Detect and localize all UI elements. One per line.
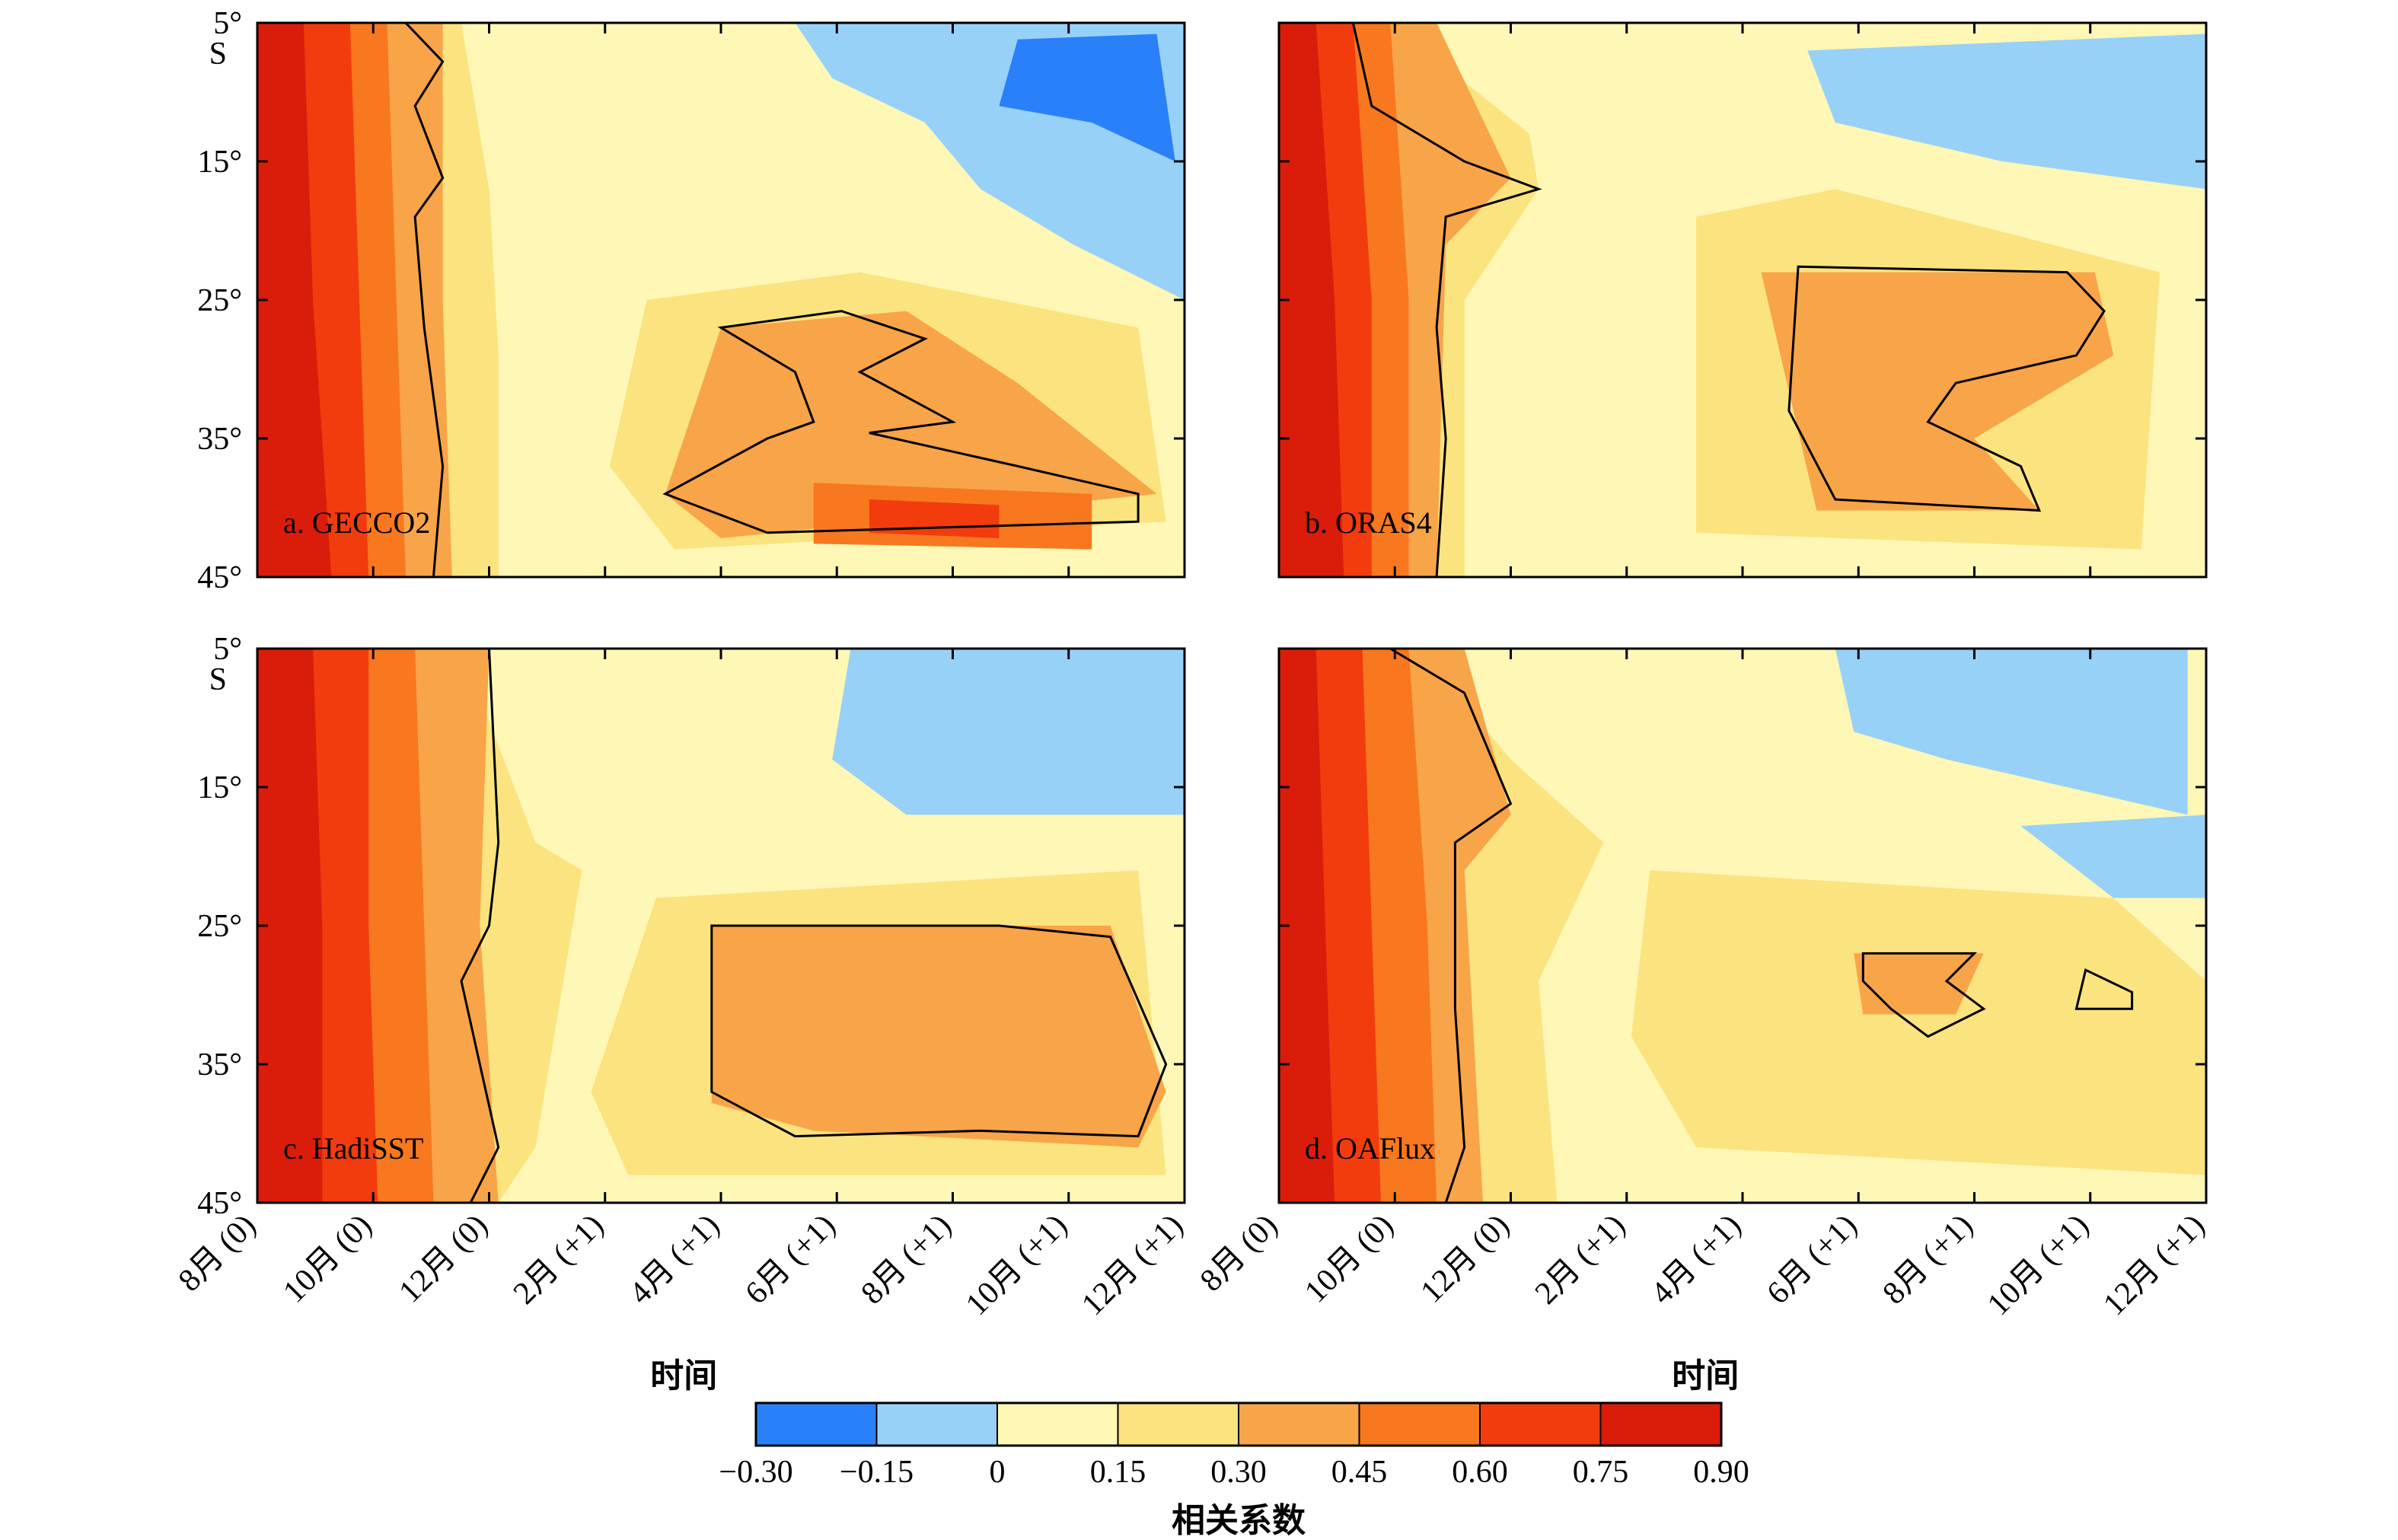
y-tick-label: 5° xyxy=(213,6,242,41)
colorbar-level: 0.15 xyxy=(1090,1455,1146,1490)
colorbar-level: 0 xyxy=(990,1455,1006,1490)
x-tick-label: 8月 (+1) xyxy=(855,1208,958,1312)
panel-label: c. HadiSST xyxy=(283,1131,423,1165)
x-tick-label: 4月 (+1) xyxy=(1644,1208,1748,1312)
colorbar-level: −0.15 xyxy=(840,1455,914,1490)
colorbar-level: 0.30 xyxy=(1210,1455,1267,1490)
x-tick-label: 6月 (+1) xyxy=(738,1208,842,1312)
colorbar-level: 0.60 xyxy=(1452,1455,1508,1490)
colorbar-swatch xyxy=(876,1403,997,1446)
field-region-9 xyxy=(869,499,1000,538)
y-tick-label: 45° xyxy=(197,1186,242,1221)
x-tick-label: 8月 (0) xyxy=(1194,1208,1284,1299)
x-axis-title: 时间 xyxy=(650,1357,717,1395)
colorbar-swatch xyxy=(997,1403,1118,1446)
x-tick-label: 8月 (0) xyxy=(172,1208,263,1299)
x-tick-label: 10月 (+1) xyxy=(1981,1208,2096,1323)
panel-label: d. OAFlux xyxy=(1305,1131,1435,1165)
colorbar-level: −0.30 xyxy=(719,1455,792,1490)
x-tick-label: 2月 (+1) xyxy=(1529,1208,1632,1312)
colorbar-level: 0.45 xyxy=(1331,1455,1388,1490)
x-tick-label: 10月 (0) xyxy=(1298,1208,1400,1310)
x-tick-label: 12月 (+1) xyxy=(2097,1208,2211,1323)
y-tick-label: 35° xyxy=(197,1047,242,1082)
field-region-3 xyxy=(1631,870,2206,1175)
panel-label: a. GECCO2 xyxy=(283,505,430,540)
colorbar-frame xyxy=(754,1401,1723,1447)
y-unit-label: S xyxy=(209,662,227,697)
colorbar: −0.30 −0.15 0 0.15 0.30 0.45 0.60 0.75 0.90 相关系数 xyxy=(719,1401,1749,1540)
x-tick-label: 10月 (0) xyxy=(276,1208,378,1310)
x-tick-label: 2月 (+1) xyxy=(507,1208,611,1312)
colorbar-label: 相关系数 xyxy=(1172,1501,1306,1540)
field-region-1 xyxy=(2020,815,2206,898)
field-region-0 xyxy=(1807,33,2206,190)
significance-contour xyxy=(2074,968,2134,1010)
significance-contour xyxy=(1389,647,1513,1204)
field-region-1 xyxy=(999,33,1175,161)
x-tick-label: 6月 (+1) xyxy=(1760,1208,1864,1312)
significance-contour xyxy=(404,21,445,578)
y-tick-label: 5° xyxy=(213,632,242,667)
field-region-4 xyxy=(1761,272,2114,511)
y-tick-label: 45° xyxy=(197,560,242,595)
x-tick-label: 4月 (+1) xyxy=(623,1208,726,1312)
field-region-5 xyxy=(1854,953,1984,1015)
colorbar-swatch xyxy=(756,1403,877,1446)
x-tick-label: 12月 (+1) xyxy=(1075,1208,1190,1323)
y-tick-label: 15° xyxy=(197,770,242,805)
panel-label: b. ORAS4 xyxy=(1305,505,1432,540)
colorbar-swatch xyxy=(1118,1403,1239,1446)
colorbar-swatch xyxy=(1600,1403,1721,1446)
y-tick-label: 35° xyxy=(197,422,242,457)
y-tick-label: 25° xyxy=(197,283,242,318)
significance-contour xyxy=(460,648,500,1204)
colorbar-level: 0.75 xyxy=(1573,1455,1629,1490)
panel-b: b. ORAS4 xyxy=(1277,21,2208,579)
colorbar-level: 0.90 xyxy=(1693,1455,1749,1490)
field-region-4 xyxy=(711,926,1166,1148)
x-tick-label: 8月 (+1) xyxy=(1877,1208,1980,1312)
field-region-8 xyxy=(1279,649,1335,1203)
field-region-7 xyxy=(257,649,323,1203)
x-axis-title: 时间 xyxy=(1672,1357,1739,1395)
field-region-0 xyxy=(1835,649,2188,815)
field-region-10 xyxy=(257,23,332,577)
colorbar-swatch xyxy=(1359,1403,1480,1446)
x-tick-label: 12月 (0) xyxy=(393,1208,495,1310)
y-tick-label: 15° xyxy=(197,145,242,180)
significance-contour xyxy=(662,310,1140,534)
significance-contour xyxy=(1861,952,1986,1038)
field-region-7 xyxy=(1279,23,1344,577)
significance-contour xyxy=(1351,22,1542,578)
significance-contour xyxy=(1787,265,2106,512)
significance-contour xyxy=(710,924,1168,1138)
colorbar-swatch xyxy=(1239,1403,1360,1446)
y-unit-label: S xyxy=(209,37,227,72)
y-tick-label: 25° xyxy=(197,909,242,944)
colorbar-swatch xyxy=(1480,1403,1601,1446)
panel-d: d. OAFlux 8月 (0) 10月 (0) 12月 (0) 2月 (+1) 4月 (… xyxy=(1194,647,2211,1395)
panel-a: 5°S 15° 25° 35° 45° a. GECCO2 xyxy=(197,6,1186,595)
x-tick-label: 10月 (+1) xyxy=(959,1208,1074,1323)
x-tick-label: 12月 (0) xyxy=(1414,1208,1516,1310)
field-region-0 xyxy=(832,649,1185,815)
